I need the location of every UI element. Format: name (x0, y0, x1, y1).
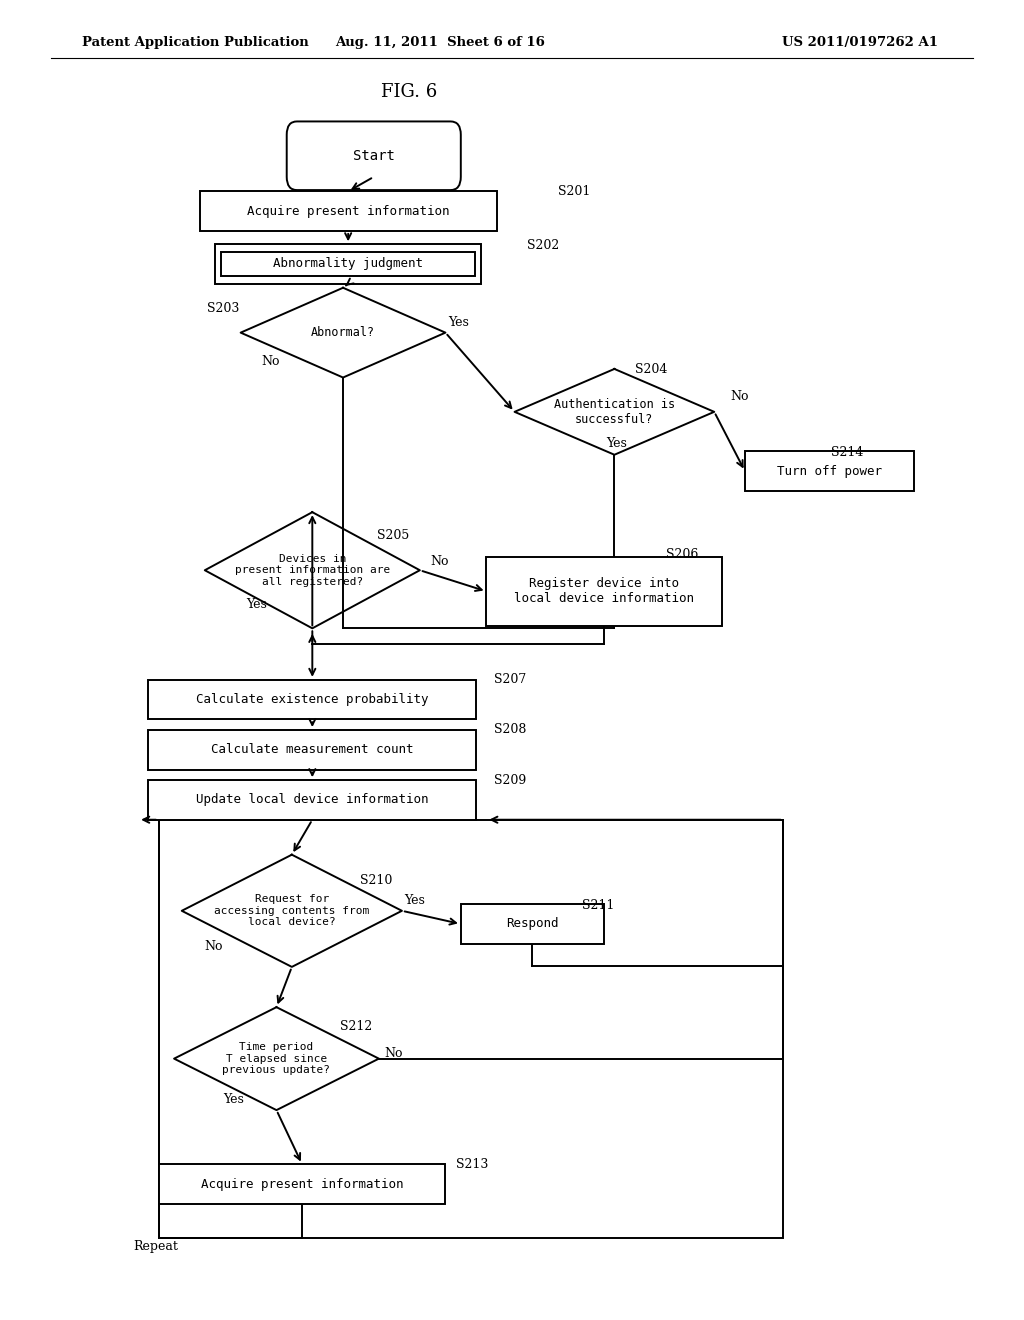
Text: Calculate measurement count: Calculate measurement count (211, 743, 414, 756)
Text: Start: Start (353, 149, 394, 162)
Text: Yes: Yes (449, 315, 469, 329)
Bar (221, 252, 475, 276)
Text: Yes: Yes (606, 437, 627, 450)
Polygon shape (182, 855, 401, 966)
Bar (200, 191, 497, 231)
Bar (159, 820, 783, 1238)
Text: S204: S204 (635, 363, 668, 376)
Bar (148, 780, 476, 820)
Text: No: No (261, 355, 280, 368)
Text: Devices in
present information are
all registered?: Devices in present information are all r… (234, 553, 390, 587)
Text: S214: S214 (831, 446, 864, 459)
Text: Register device into
local device information: Register device into local device inform… (514, 577, 694, 606)
Text: Yes: Yes (404, 894, 425, 907)
Text: S208: S208 (494, 723, 526, 737)
Text: S206: S206 (666, 548, 698, 561)
Text: Acquire present information: Acquire present information (247, 205, 450, 218)
Text: No: No (430, 554, 449, 568)
Bar (215, 244, 481, 284)
Polygon shape (241, 288, 445, 378)
Text: S203: S203 (207, 302, 240, 315)
Polygon shape (174, 1007, 379, 1110)
Text: Repeat: Repeat (133, 1239, 178, 1253)
Text: FIG. 6: FIG. 6 (382, 83, 437, 102)
Polygon shape (205, 512, 420, 628)
Text: Request for
accessing contents from
local device?: Request for accessing contents from loca… (214, 894, 370, 928)
Text: Authentication is
successful?: Authentication is successful? (554, 397, 675, 426)
Text: US 2011/0197262 A1: US 2011/0197262 A1 (782, 36, 938, 49)
Bar (486, 557, 722, 626)
Text: S210: S210 (360, 874, 393, 887)
Text: Abnormality judgment: Abnormality judgment (273, 257, 423, 271)
Text: Acquire present information: Acquire present information (201, 1177, 403, 1191)
Text: S201: S201 (558, 185, 591, 198)
Text: Aug. 11, 2011  Sheet 6 of 16: Aug. 11, 2011 Sheet 6 of 16 (336, 36, 545, 49)
Bar (461, 904, 604, 944)
Text: S213: S213 (456, 1158, 488, 1171)
Text: Respond: Respond (506, 917, 559, 931)
Text: Turn off power: Turn off power (777, 465, 882, 478)
Text: S202: S202 (527, 239, 559, 252)
Text: Yes: Yes (246, 598, 266, 611)
Text: S212: S212 (340, 1020, 372, 1034)
Text: Yes: Yes (223, 1093, 244, 1106)
Text: No: No (205, 940, 223, 953)
Text: Update local device information: Update local device information (196, 793, 429, 807)
Text: Calculate existence probability: Calculate existence probability (196, 693, 429, 706)
Text: No: No (730, 389, 749, 403)
Text: No: No (384, 1047, 402, 1060)
Text: S207: S207 (494, 673, 525, 686)
Text: Abnormal?: Abnormal? (311, 326, 375, 339)
Bar (745, 451, 914, 491)
Text: S211: S211 (582, 899, 614, 912)
FancyBboxPatch shape (287, 121, 461, 190)
Bar (148, 730, 476, 770)
Bar (148, 680, 476, 719)
Bar (159, 1164, 445, 1204)
Text: S205: S205 (377, 529, 409, 543)
Text: Time period
T elapsed since
previous update?: Time period T elapsed since previous upd… (222, 1041, 331, 1076)
Text: S209: S209 (494, 774, 525, 787)
Polygon shape (514, 370, 715, 454)
Text: Patent Application Publication: Patent Application Publication (82, 36, 308, 49)
